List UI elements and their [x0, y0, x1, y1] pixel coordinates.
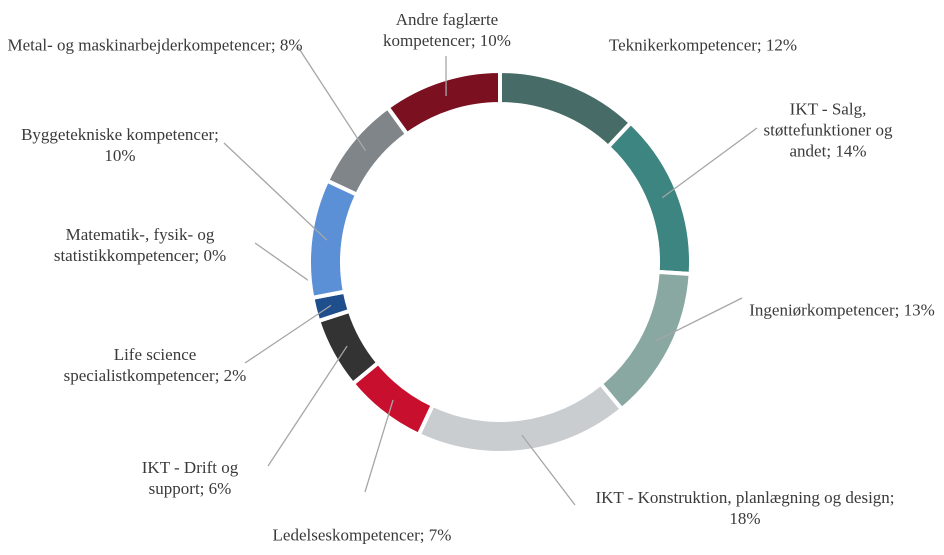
label-category: Ledelseskompetencer; — [272, 525, 425, 545]
label-value: 10% — [479, 31, 511, 50]
label-category: Andre faglærte kompetencer; — [383, 10, 499, 50]
label-value: 14% — [835, 141, 867, 161]
label-value: 2% — [223, 366, 247, 385]
label-value: 10% — [104, 146, 136, 165]
data-label: IKT - Konstruktion, planlægning og desig… — [595, 487, 895, 529]
leader-line — [655, 297, 743, 342]
leader-line — [223, 142, 328, 241]
data-label: Life science specialistkompetencer; 2% — [60, 344, 250, 386]
leader-line — [364, 399, 394, 493]
data-label: Ledelseskompetencer; 7% — [252, 525, 472, 546]
label-category: IKT - Salg, støttefunktioner og andet; — [763, 99, 893, 161]
data-label: IKT - Salg, støttefunktioner og andet; 1… — [743, 99, 913, 162]
data-label: Teknikerkompetencer; 12% — [598, 35, 808, 56]
label-category: Teknikerkompetencer; — [608, 35, 762, 55]
label-category: Byggetekniske kompetencer; — [21, 125, 219, 144]
label-value: 7% — [428, 525, 452, 545]
leader-line — [521, 434, 576, 506]
label-value: 6% — [208, 479, 232, 498]
data-label: Ingeniørkompetencer; 13% — [737, 300, 944, 321]
label-value: 8% — [279, 35, 303, 55]
label-category: Life science specialistkompetencer; — [63, 345, 220, 385]
data-label: Matematik-, fysik- og statistikkompetenc… — [20, 224, 260, 266]
donut-segment — [498, 68, 634, 150]
label-value: 13% — [903, 300, 935, 320]
leader-line — [267, 345, 348, 467]
label-value: 0% — [203, 246, 227, 265]
donut-segment — [597, 269, 693, 412]
label-category: Metal- og maskinarbejderkompetencer; — [7, 35, 276, 55]
label-value: 18% — [729, 509, 761, 528]
data-label: Andre faglærte kompetencer; 10% — [362, 9, 532, 51]
leader-line — [661, 127, 758, 199]
label-value: 12% — [765, 35, 798, 55]
donut-segment — [307, 178, 360, 301]
leader-line — [244, 304, 332, 364]
label-category: Ingeniørkompetencer; — [749, 300, 900, 320]
data-label: Byggetekniske kompetencer; 10% — [20, 124, 220, 166]
data-label: Metal- og maskinarbejderkompetencer; 8% — [5, 35, 305, 56]
donut-segment — [384, 68, 502, 137]
label-category: Matematik-, fysik- og statistikkompetenc… — [53, 225, 215, 265]
data-label: IKT - Drift og support; 6% — [120, 457, 260, 499]
label-category: IKT - Drift og support; — [141, 458, 239, 498]
donut-segment — [416, 380, 625, 455]
donut-segment — [605, 119, 693, 277]
label-category: IKT - Konstruktion, planlægning og desig… — [595, 488, 895, 507]
leader-line — [297, 46, 367, 152]
